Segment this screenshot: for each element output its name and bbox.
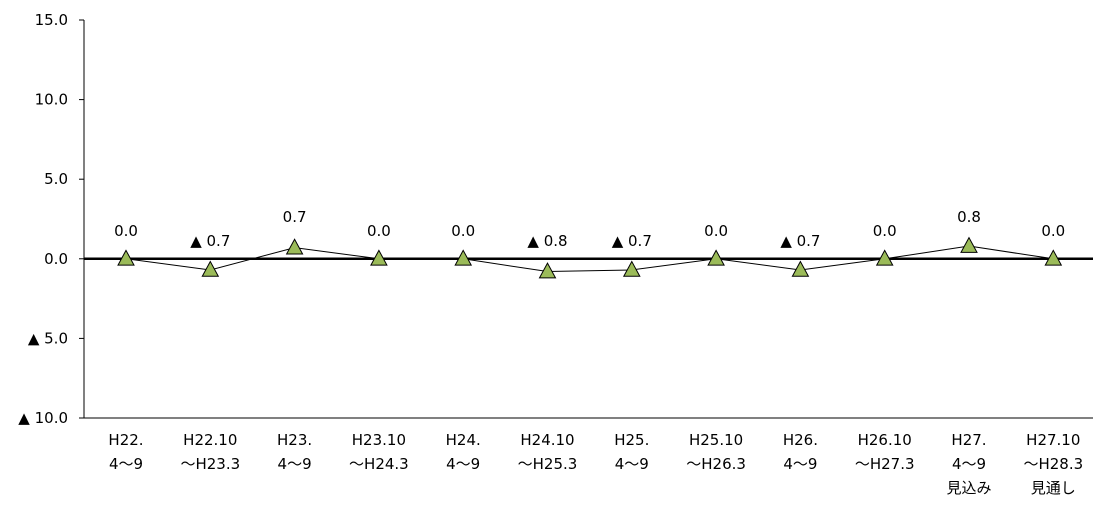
x-tick-label-line: 見通し (1031, 479, 1076, 497)
y-tick-label: ▲ 5.0 (28, 329, 68, 347)
x-tick-label-line: H27.10 (1026, 431, 1080, 449)
x-tick-label: H23.10 ～H24.3 (349, 431, 409, 473)
x-tick-label-line: ～H24.3 (349, 455, 409, 473)
x-tick-label-line: H26.10 (858, 431, 912, 449)
series-layer: 0.0 ▲ 0.7 0.7 0.0 0.0 ▲ 0.8 ▲ 0.7 0.0 ▲ 0.7 0.0 0.… (114, 208, 1065, 279)
x-tick-label-line: H22. (108, 431, 143, 449)
x-tick-label: H27.10 ～H28.3 見通し (1023, 431, 1083, 497)
x-tick-label-line: H23. (277, 431, 312, 449)
data-label: 0.0 (704, 222, 728, 240)
x-tick-label-line: 4～9 (278, 455, 312, 473)
data-label: 0.7 (283, 208, 307, 226)
y-tick-label: 5.0 (44, 170, 68, 188)
x-tick-label: H24.10 ～H25.3 (518, 431, 578, 473)
data-point-marker (454, 249, 473, 266)
y-axis-tick-labels: 15.0 10.0 5.0 0.0 ▲ 5.0 ▲ 10.0 (18, 11, 68, 427)
x-tick-label: H26. 4～9 (783, 431, 818, 473)
data-label: 0.0 (451, 222, 475, 240)
y-tick-label: 10.0 (35, 91, 68, 109)
y-tick-label: ▲ 10.0 (18, 409, 68, 427)
data-label: ▲ 0.8 (527, 232, 567, 250)
x-tick-label-line: H25. (614, 431, 649, 449)
data-point-marker (201, 260, 220, 277)
x-tick-label-line: 4～9 (952, 455, 986, 473)
x-tick-label-line: 4～9 (783, 455, 817, 473)
data-point-marker (622, 260, 641, 277)
x-tick-label-line: H25.10 (689, 431, 743, 449)
data-point-marker (960, 236, 978, 253)
data-label: 0.0 (1041, 222, 1065, 240)
x-tick-label: H25. 4～9 (614, 431, 649, 473)
data-label: ▲ 0.7 (612, 232, 652, 250)
x-tick-label-line: ～H28.3 (1023, 455, 1083, 473)
x-tick-label-line: H24.10 (520, 431, 574, 449)
x-tick-label-line: H26. (783, 431, 818, 449)
data-label: 0.0 (873, 222, 897, 240)
x-tick-label-line: ～H27.3 (855, 455, 915, 473)
x-axis-tick-labels: H22.4～9H22.10～H23.3H23.4～9H23.10～H24.3H2… (108, 431, 1083, 497)
x-tick-label-line: 4～9 (615, 455, 649, 473)
data-label: 0.0 (367, 222, 391, 240)
x-tick-label-line: H24. (446, 431, 481, 449)
data-point-marker (791, 260, 810, 277)
data-point-marker (285, 238, 304, 255)
x-tick-label: H22.10 ～H23.3 (180, 431, 240, 473)
data-label: 0.8 (957, 208, 981, 226)
series-line (125, 245, 1054, 273)
x-tick-label-line: ～H25.3 (518, 455, 578, 473)
x-tick-label-line: H27. (951, 431, 986, 449)
x-tick-label: H27. 4～9 見込み (946, 431, 991, 497)
x-tick-label-line: ～H23.3 (180, 455, 240, 473)
x-tick-label-line: 見込み (946, 479, 991, 497)
data-point-marker (875, 249, 894, 266)
data-label: ▲ 0.7 (780, 232, 820, 250)
x-tick-label: H24. 4～9 (446, 431, 481, 473)
data-point-marker (1044, 249, 1063, 266)
x-tick-label-line: H22.10 (183, 431, 237, 449)
x-tick-label: H23. 4～9 (277, 431, 312, 473)
data-label: 0.0 (114, 222, 138, 240)
data-point-marker (707, 249, 725, 266)
data-point-marker (370, 249, 388, 266)
y-tick-label: 15.0 (35, 11, 68, 29)
data-label: ▲ 0.7 (190, 232, 230, 250)
y-tick-label: 0.0 (44, 250, 68, 268)
x-tick-label: H22. 4～9 (108, 431, 143, 473)
x-tick-label: H26.10 ～H27.3 (855, 431, 915, 473)
x-tick-label: H25.10 ～H26.3 (686, 431, 746, 473)
x-tick-label-line: 4～9 (446, 455, 480, 473)
x-tick-label-line: H23.10 (352, 431, 406, 449)
data-point-marker (538, 262, 557, 279)
data-point-marker (117, 249, 135, 266)
x-tick-label-line: 4～9 (109, 455, 143, 473)
x-tick-label-line: ～H26.3 (686, 455, 746, 473)
chart-axes (79, 19, 1093, 419)
